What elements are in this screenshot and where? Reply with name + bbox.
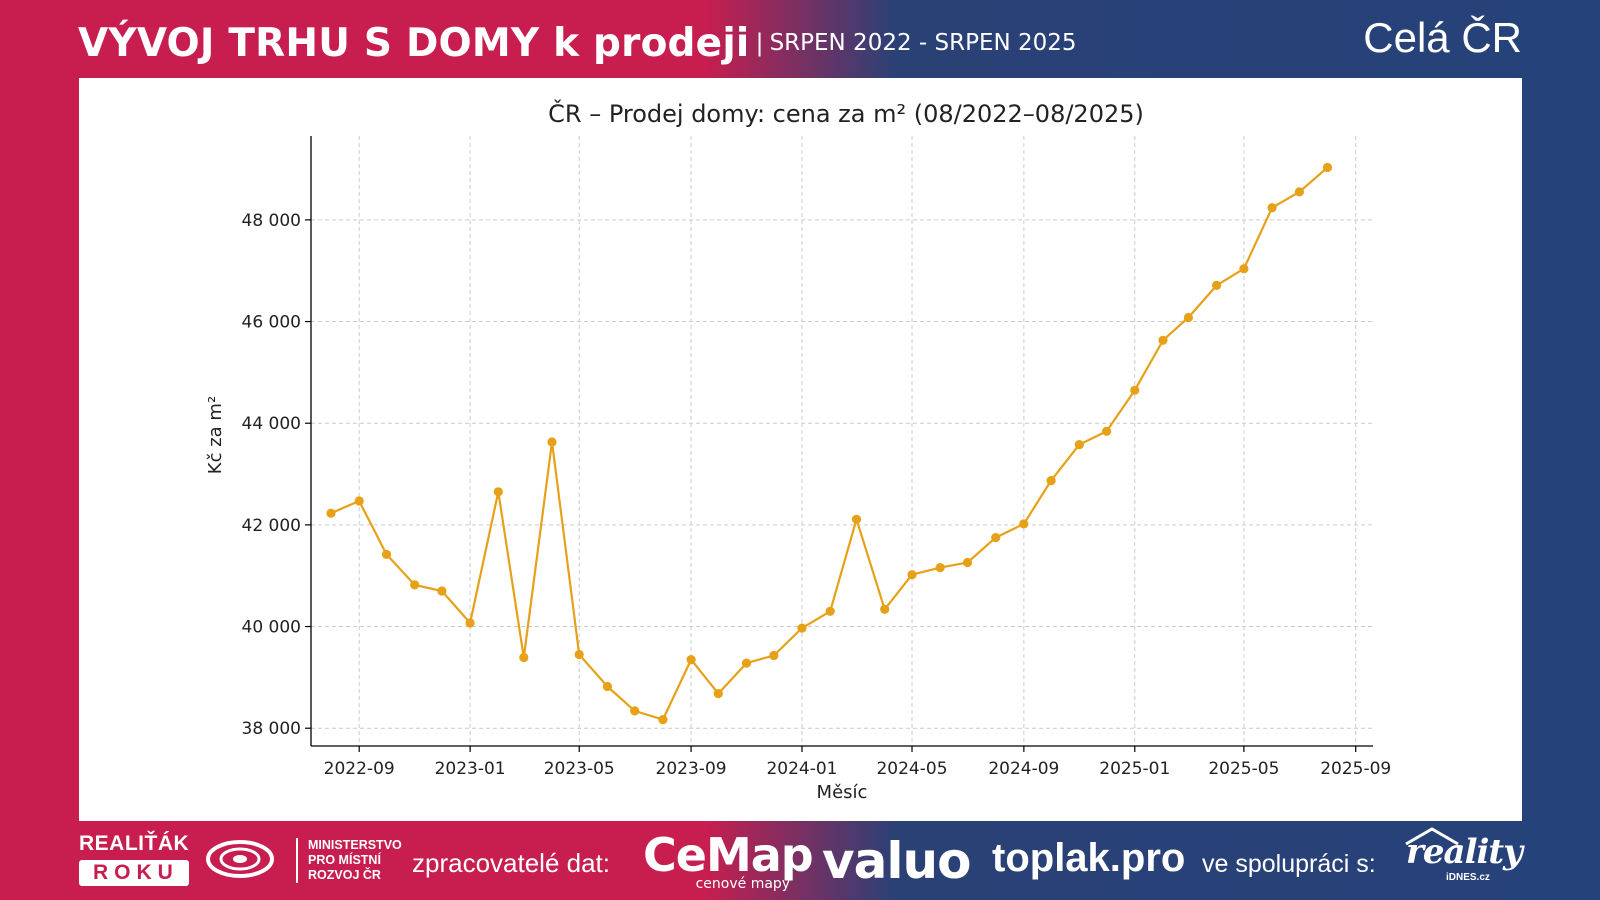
chart-panel: 2022-09 2023-01 2023-05 2023-09 2024-01 2024-…: [79, 78, 1522, 821]
mmr-line2: PRO MÍSTNÍ: [308, 853, 381, 867]
cemap-sub: cenové mapy: [695, 876, 791, 892]
data-point: [410, 580, 420, 590]
realitak-line1: REALIŤÁK: [79, 832, 190, 855]
data-point: [465, 618, 475, 628]
data-point: [797, 623, 807, 633]
mmr-label: MINISTERSTVO PRO MÍSTNÍ ROZVOJ ČR: [296, 838, 402, 883]
data-point: [1102, 426, 1112, 436]
x-tick-label: 2024-09: [988, 759, 1059, 779]
data-point: [354, 496, 364, 506]
data-point: [851, 514, 862, 524]
data-point: [437, 586, 447, 596]
x-tick-label: 2024-05: [876, 759, 947, 779]
cooperation-label: ve spolupráci s:: [1202, 850, 1376, 878]
valuo-logo: valuo: [822, 832, 971, 890]
page-title: VÝVOJ TRHU S DOMY k prodeji: [78, 20, 750, 66]
y-tick-label: 44 000: [242, 414, 301, 434]
data-point: [326, 508, 336, 518]
data-point: [493, 487, 503, 497]
x-axis-label: Měsíc: [817, 782, 868, 803]
data-point: [1267, 203, 1277, 213]
data-point: [1046, 476, 1056, 486]
processors-label: zpracovatelé dat:: [412, 848, 611, 878]
data-point: [381, 549, 392, 559]
data-point: [880, 604, 890, 614]
data-point: [686, 655, 696, 665]
data-point: [825, 606, 835, 616]
mmr-line3: ROZVOJ ČR: [308, 868, 381, 882]
footer: REALIŤÁK ROKU MINISTERSTVO PRO MÍSTNÍ RO…: [0, 822, 1600, 900]
x-tick-label: 2024-01: [766, 759, 837, 779]
data-point: [962, 557, 973, 568]
data-point: [602, 681, 613, 692]
mmr-line1: MINISTERSTVO: [308, 838, 402, 852]
data-point: [991, 533, 1001, 543]
data-point: [1294, 187, 1304, 197]
data-point: [1239, 264, 1249, 274]
data-point: [547, 437, 557, 447]
data-point: [1074, 440, 1084, 450]
data-point: [935, 563, 945, 573]
data-point: [1130, 385, 1140, 395]
data-point: [1019, 519, 1029, 529]
chart-title: ČR – Prodej domy: cena za m² (08/2022–08…: [548, 98, 1144, 128]
series-line: [330, 166, 1329, 721]
data-point: [1322, 162, 1333, 173]
region-label: Celá ČR: [1363, 14, 1522, 61]
x-tick-label: 2025-01: [1099, 759, 1170, 779]
data-point: [519, 652, 529, 663]
reality-name: reality: [1406, 832, 1523, 872]
y-tick-label: 38 000: [242, 719, 301, 739]
house-roof-icon: [1405, 827, 1459, 846]
x-tick-label: 2023-05: [544, 759, 615, 779]
toplak-logo: toplak.pro: [992, 836, 1186, 880]
data-point: [574, 649, 584, 660]
data-point: [630, 706, 640, 716]
realitak-roku-logo: REALIŤÁK ROKU: [79, 832, 194, 886]
y-tick-label: 46 000: [242, 313, 301, 333]
data-point: [1212, 280, 1222, 290]
x-tick-label: 2023-01: [435, 759, 506, 779]
realitak-line2: ROKU: [79, 860, 189, 886]
reality-idnes-logo: reality iDNES.cz: [1405, 827, 1523, 883]
data-point: [658, 715, 668, 725]
y-axis-label: Kč za m²: [205, 396, 226, 474]
data-point: [741, 658, 752, 668]
data-point: [713, 689, 723, 699]
x-tick-label: 2025-05: [1208, 759, 1279, 779]
x-tick-label: 2025-09: [1320, 759, 1391, 779]
data-point: [907, 570, 917, 580]
data-point: [1158, 335, 1168, 345]
data-point: [769, 650, 779, 661]
x-tick-label: 2023-09: [656, 759, 727, 779]
mmr-emblem-icon: [206, 840, 274, 878]
data-point: [1183, 312, 1193, 323]
cemap-logo: CeMap cenové mapy: [643, 828, 814, 892]
cemap-name: CeMap: [643, 828, 814, 882]
line-chart: 2022-09 2023-01 2023-05 2023-09 2024-01 2024-…: [205, 98, 1391, 803]
x-tick-label: 2022-09: [324, 759, 395, 779]
y-tick-label: 42 000: [242, 516, 301, 536]
header-title: VÝVOJ TRHU S DOMY k prodeji | SRPEN 2022…: [78, 10, 1077, 76]
title-separator: |: [755, 29, 764, 57]
y-tick-label: 40 000: [242, 618, 301, 638]
period-label: SRPEN 2022 - SRPEN 2025: [769, 30, 1077, 56]
y-tick-label: 48 000: [242, 211, 301, 231]
reality-sub: iDNES.cz: [1446, 872, 1490, 883]
